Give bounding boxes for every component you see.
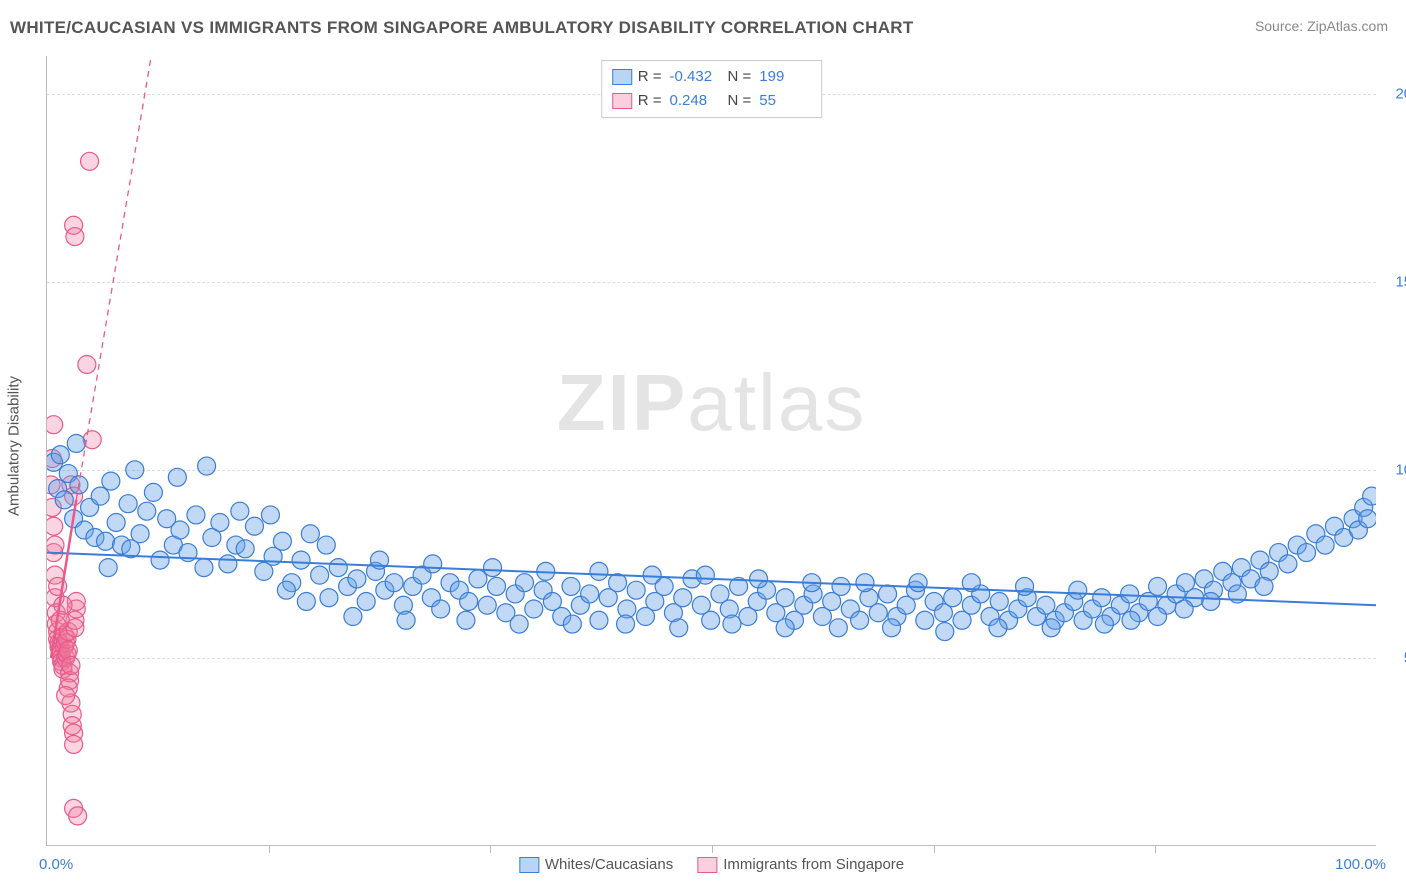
swatch-blue bbox=[519, 857, 539, 873]
plot-area: ZIPatlas 5.0%10.0%15.0%20.0% 0.0% 100.0%… bbox=[46, 56, 1376, 846]
legend-item-blue: Whites/Caucasians bbox=[519, 856, 673, 873]
chart-title: WHITE/CAUCASIAN VS IMMIGRANTS FROM SINGA… bbox=[10, 18, 914, 38]
legend-r-label: R = bbox=[638, 89, 662, 113]
x-tick-end: 100.0% bbox=[1335, 856, 1386, 873]
swatch-pink bbox=[697, 857, 717, 873]
y-tick-label: 15.0% bbox=[1395, 273, 1406, 290]
y-tick-label: 10.0% bbox=[1395, 461, 1406, 478]
legend-pink-label: Immigrants from Singapore bbox=[723, 856, 904, 873]
legend-row-pink: R = 0.248 N = 55 bbox=[612, 89, 812, 113]
legend-blue-label: Whites/Caucasians bbox=[545, 856, 673, 873]
chart-container: WHITE/CAUCASIAN VS IMMIGRANTS FROM SINGA… bbox=[0, 0, 1406, 892]
legend-item-pink: Immigrants from Singapore bbox=[697, 856, 904, 873]
legend-correlation: R = -0.432 N = 199 R = 0.248 N = 55 bbox=[601, 60, 823, 118]
source-label: Source: ZipAtlas.com bbox=[1255, 18, 1388, 34]
legend-blue-r: -0.432 bbox=[670, 65, 722, 89]
scatter-plot-svg bbox=[47, 56, 1376, 845]
legend-row-blue: R = -0.432 N = 199 bbox=[612, 65, 812, 89]
legend-blue-n: 199 bbox=[759, 65, 811, 89]
legend-pink-n: 55 bbox=[759, 89, 811, 113]
legend-series: Whites/Caucasians Immigrants from Singap… bbox=[519, 856, 904, 873]
y-tick-label: 20.0% bbox=[1395, 85, 1406, 102]
legend-r-label: R = bbox=[638, 65, 662, 89]
swatch-pink bbox=[612, 93, 632, 109]
swatch-blue bbox=[612, 69, 632, 85]
legend-n-label: N = bbox=[728, 65, 752, 89]
legend-pink-r: 0.248 bbox=[670, 89, 722, 113]
legend-n-label: N = bbox=[728, 89, 752, 113]
x-tick-origin: 0.0% bbox=[39, 856, 73, 873]
y-axis-label: Ambulatory Disability bbox=[6, 376, 23, 516]
